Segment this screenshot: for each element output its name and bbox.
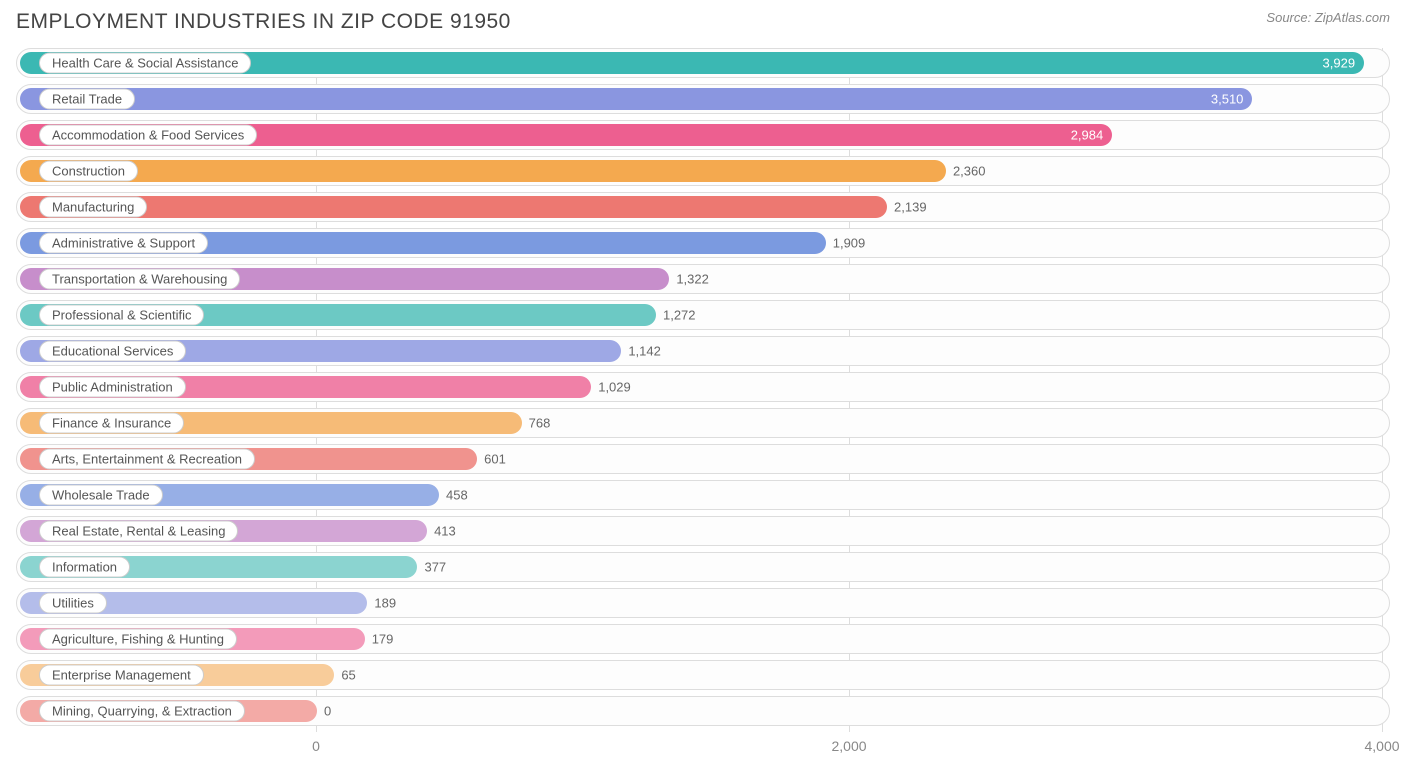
bar-category-label: Educational Services bbox=[39, 341, 186, 362]
bar-row: Agriculture, Fishing & Hunting 179 bbox=[16, 624, 1390, 654]
bar-row: Professional & Scientific 1,272 bbox=[16, 300, 1390, 330]
bar-category-label: Administrative & Support bbox=[39, 233, 208, 254]
bar-value-label: 179 bbox=[372, 632, 394, 647]
bar-row: Construction 2,360 bbox=[16, 156, 1390, 186]
bar-value-label: 768 bbox=[529, 416, 551, 431]
bar-value-label: 2,984 bbox=[1071, 128, 1104, 143]
bar-category-label: Mining, Quarrying, & Extraction bbox=[39, 701, 245, 722]
bar-value-label: 1,909 bbox=[833, 236, 866, 251]
bar-value-label: 1,029 bbox=[598, 380, 631, 395]
bar-row: Manufacturing 2,139 bbox=[16, 192, 1390, 222]
bar-row: Wholesale Trade 458 bbox=[16, 480, 1390, 510]
bar-row: Finance & Insurance 768 bbox=[16, 408, 1390, 438]
bar-value-label: 1,322 bbox=[676, 272, 709, 287]
bar-category-label: Information bbox=[39, 557, 130, 578]
bar-row: Enterprise Management 65 bbox=[16, 660, 1390, 690]
bar-category-label: Accommodation & Food Services bbox=[39, 125, 257, 146]
bar-fill bbox=[20, 88, 1252, 110]
bar-value-label: 1,272 bbox=[663, 308, 696, 323]
bar-row: Retail Trade 3,510 bbox=[16, 84, 1390, 114]
x-tick-label: 4,000 bbox=[1364, 738, 1399, 754]
bar-value-label: 2,139 bbox=[894, 200, 927, 215]
bar-category-label: Finance & Insurance bbox=[39, 413, 184, 434]
bar-category-label: Arts, Entertainment & Recreation bbox=[39, 449, 255, 470]
source-attribution: Source: ZipAtlas.com bbox=[1266, 10, 1390, 25]
bar-category-label: Professional & Scientific bbox=[39, 305, 204, 326]
bar-value-label: 413 bbox=[434, 524, 456, 539]
bar-category-label: Real Estate, Rental & Leasing bbox=[39, 521, 238, 542]
bar-row: Arts, Entertainment & Recreation 601 bbox=[16, 444, 1390, 474]
bar-row: Accommodation & Food Services 2,984 bbox=[16, 120, 1390, 150]
chart-area: Health Care & Social Assistance 3,929 Reta… bbox=[16, 48, 1390, 760]
bar-value-label: 65 bbox=[341, 668, 355, 683]
bar-row: Transportation & Warehousing 1,322 bbox=[16, 264, 1390, 294]
bar-row: Administrative & Support 1,909 bbox=[16, 228, 1390, 258]
bar-value-label: 377 bbox=[424, 560, 446, 575]
bar-row: Public Administration 1,029 bbox=[16, 372, 1390, 402]
bar-category-label: Transportation & Warehousing bbox=[39, 269, 240, 290]
bar-category-label: Agriculture, Fishing & Hunting bbox=[39, 629, 237, 650]
x-tick-label: 0 bbox=[312, 738, 320, 754]
bar-value-label: 2,360 bbox=[953, 164, 986, 179]
bar-value-label: 189 bbox=[374, 596, 396, 611]
x-axis: 02,0004,000 bbox=[16, 732, 1390, 760]
source-value: ZipAtlas.com bbox=[1315, 10, 1390, 25]
bar-category-label: Enterprise Management bbox=[39, 665, 204, 686]
bar-row: Educational Services 1,142 bbox=[16, 336, 1390, 366]
bar-value-label: 458 bbox=[446, 488, 468, 503]
bar-row: Information 377 bbox=[16, 552, 1390, 582]
bar-value-label: 3,929 bbox=[1323, 56, 1356, 71]
bar-value-label: 0 bbox=[324, 704, 331, 719]
bar-rows-container: Health Care & Social Assistance 3,929 Reta… bbox=[16, 48, 1390, 726]
bar-category-label: Manufacturing bbox=[39, 197, 147, 218]
bar-value-label: 601 bbox=[484, 452, 506, 467]
bar-category-label: Construction bbox=[39, 161, 138, 182]
bar-category-label: Utilities bbox=[39, 593, 107, 614]
bar-row: Real Estate, Rental & Leasing 413 bbox=[16, 516, 1390, 546]
bar-value-label: 3,510 bbox=[1211, 92, 1244, 107]
bar-row: Mining, Quarrying, & Extraction 0 bbox=[16, 696, 1390, 726]
bar-category-label: Retail Trade bbox=[39, 89, 135, 110]
bar-row: Health Care & Social Assistance 3,929 bbox=[16, 48, 1390, 78]
bar-category-label: Health Care & Social Assistance bbox=[39, 53, 251, 74]
bar-fill bbox=[20, 196, 887, 218]
bar-row: Utilities 189 bbox=[16, 588, 1390, 618]
chart-title: EMPLOYMENT INDUSTRIES IN ZIP CODE 91950 bbox=[16, 10, 511, 34]
bar-category-label: Public Administration bbox=[39, 377, 186, 398]
source-label: Source: bbox=[1266, 10, 1311, 25]
bar-fill bbox=[20, 160, 946, 182]
bar-value-label: 1,142 bbox=[628, 344, 661, 359]
bar-category-label: Wholesale Trade bbox=[39, 485, 163, 506]
x-tick-label: 2,000 bbox=[831, 738, 866, 754]
